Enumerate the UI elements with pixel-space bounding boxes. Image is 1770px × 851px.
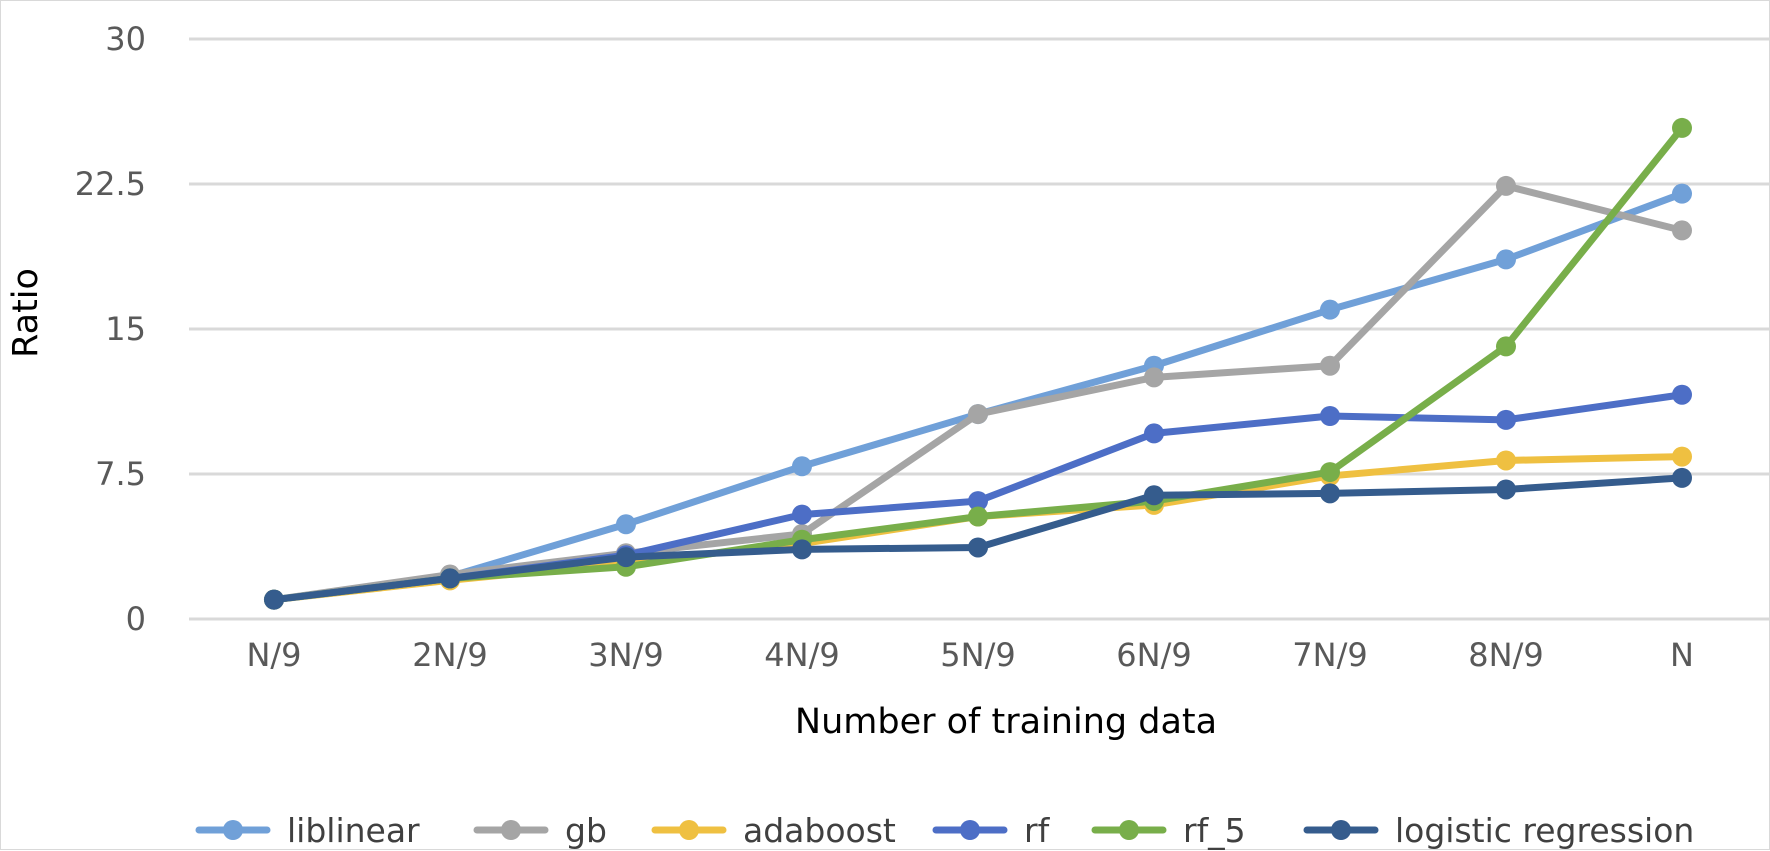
data-point [264, 589, 284, 610]
x-tick-label: N/9 [246, 636, 301, 674]
data-point [1672, 183, 1692, 204]
gridlines [189, 37, 1770, 621]
data-point [440, 568, 460, 589]
data-point [1320, 483, 1340, 504]
data-point [1320, 462, 1340, 483]
data-point [1320, 299, 1340, 320]
data-point [1496, 409, 1516, 430]
y-tick-label: 22.5 [75, 165, 146, 203]
data-point [1672, 446, 1692, 467]
legend-swatch-marker [1119, 820, 1139, 840]
legend-item: rf [932, 811, 1051, 850]
y-tick-label: 15 [105, 310, 146, 348]
legend-swatch-marker [501, 820, 521, 840]
data-point [616, 514, 636, 535]
data-point [1496, 450, 1516, 471]
x-tick-label: 4N/9 [764, 636, 839, 674]
data-point [1672, 220, 1692, 241]
data-point [968, 404, 988, 425]
x-tick-label: 2N/9 [412, 636, 487, 674]
data-point [1496, 336, 1516, 357]
data-point [1672, 384, 1692, 405]
legend-item: logistic regression [1303, 811, 1694, 850]
data-point [1672, 117, 1692, 138]
series-group [264, 117, 1692, 610]
data-point [1144, 423, 1164, 444]
x-tick-label: 8N/9 [1468, 636, 1543, 674]
data-point [792, 456, 812, 477]
y-tick-label: 30 [105, 20, 146, 58]
data-point [968, 506, 988, 527]
data-point [616, 547, 636, 568]
legend-item: rf_5 [1091, 811, 1246, 850]
data-point [792, 504, 812, 525]
data-point [1672, 467, 1692, 488]
data-point [792, 539, 812, 560]
data-point [1144, 485, 1164, 506]
y-axis-title: Ratio [6, 268, 46, 358]
legend-label: liblinear [287, 811, 420, 850]
legend-item: liblinear [195, 811, 420, 850]
legend-swatch-marker [960, 820, 980, 840]
legend-swatch-marker [679, 820, 699, 840]
x-tick-label: 5N/9 [940, 636, 1015, 674]
data-point [1320, 406, 1340, 426]
legend-label: rf_5 [1183, 811, 1246, 850]
data-point [1320, 355, 1340, 376]
series-line [270, 124, 1686, 604]
series-logistic-regression [264, 467, 1692, 610]
x-tick-label: 7N/9 [1292, 636, 1367, 674]
y-tick-labels: 0 7.5 15 22.5 30 [75, 20, 146, 638]
data-point [968, 491, 988, 512]
legend-label: gb [565, 811, 607, 850]
legend-item: gb [473, 811, 607, 850]
legend-label: logistic regression [1395, 811, 1694, 850]
data-point [1496, 479, 1516, 500]
y-tick-label: 0 [126, 600, 146, 638]
series-adaboost [264, 446, 1692, 610]
x-tick-label: N [1670, 636, 1694, 674]
y-tick-label: 7.5 [95, 455, 146, 493]
x-axis-title: Number of training data [795, 702, 1217, 742]
legend: liblinear gb adaboost rf rf_5 logistic regres… [195, 811, 1694, 850]
legend-swatch-marker [1331, 820, 1351, 840]
legend-item: adaboost [651, 811, 896, 850]
data-point [1144, 367, 1164, 388]
series-rf-5 [264, 117, 1692, 610]
legend-label: adaboost [743, 811, 896, 850]
x-tick-label: 3N/9 [588, 636, 663, 674]
legend-swatch-marker [223, 820, 243, 840]
data-point [968, 537, 988, 558]
legend-label: rf [1024, 811, 1051, 850]
data-point [1496, 249, 1516, 270]
x-tick-labels: N/9 2N/9 3N/9 4N/9 5N/9 6N/9 7N/9 8N/9 N [246, 636, 1694, 674]
x-tick-label: 6N/9 [1116, 636, 1191, 674]
data-point [1496, 175, 1516, 196]
